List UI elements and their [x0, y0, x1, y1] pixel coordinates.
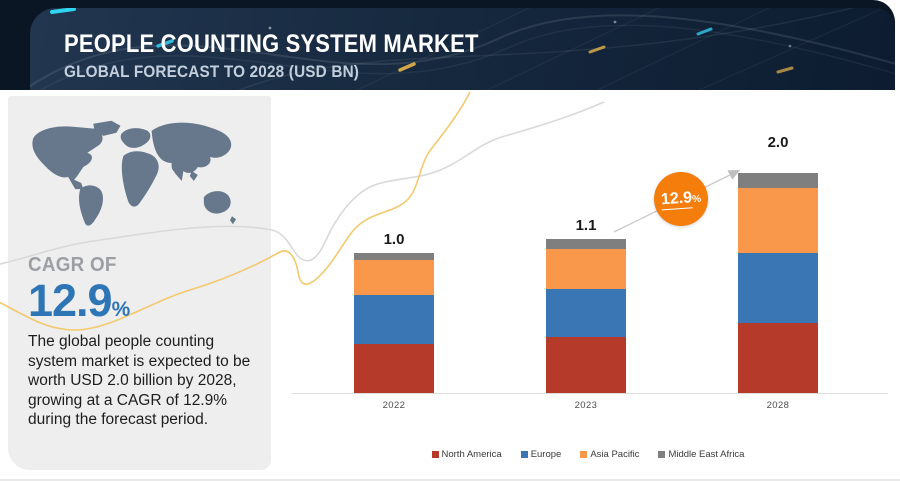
bar-segment — [354, 253, 434, 260]
legend-label: Middle East Africa — [668, 449, 745, 460]
bar-segment — [354, 295, 434, 344]
legend-label: North America — [441, 449, 502, 460]
bar-segment — [546, 289, 626, 337]
x-axis-label: 2023 — [574, 400, 598, 411]
market-summary-text: The global people counting system market… — [28, 333, 251, 428]
bar-total-label: 1.1 — [575, 217, 597, 234]
bar-segment — [354, 344, 434, 393]
legend-item: Asia Pacific — [580, 449, 639, 460]
legend-item: Europe — [520, 449, 562, 460]
chart-bar-2028 — [738, 173, 818, 393]
x-axis-label: 2028 — [766, 400, 790, 411]
legend-item: Middle East Africa — [658, 449, 744, 460]
bar-segment — [354, 260, 434, 295]
bar-total-label: 2.0 — [767, 134, 789, 151]
bar-segment — [738, 188, 818, 254]
chart-bar-2023 — [546, 239, 626, 393]
bar-total-label: 1.0 — [383, 231, 405, 248]
cagr-label: CAGR OF — [28, 254, 117, 276]
chart-bar-2022 — [354, 253, 434, 393]
page-title: PEOPLE COUNTING SYSTEM MARKET — [64, 30, 479, 58]
legend-swatch — [580, 451, 588, 458]
legend-swatch — [520, 451, 528, 458]
bar-segment — [546, 239, 626, 249]
cagr-unit: % — [111, 298, 131, 321]
legend-swatch — [431, 451, 439, 458]
page-subtitle: GLOBAL FORECAST TO 2028 (USD BN) — [64, 62, 360, 81]
bar-segment — [738, 173, 818, 189]
cagr-badge: 12.9% — [654, 172, 708, 226]
x-axis-label: 2022 — [382, 400, 406, 411]
cagr-badge-value: 12.9 — [660, 189, 693, 211]
legend-label: Asia Pacific — [590, 449, 640, 460]
bottom-divider — [0, 479, 900, 481]
network-lines-decoration — [30, 8, 895, 90]
chart-legend: North America Europe Asia Pacific Middle Ea… — [280, 449, 896, 460]
header-banner: PEOPLE COUNTING SYSTEM MARKET GLOBAL FOR… — [30, 8, 895, 90]
bar-segment — [738, 253, 818, 323]
x-axis-line — [292, 393, 888, 394]
legend-item: North America — [431, 449, 502, 460]
cagr-badge-unit: % — [691, 193, 702, 206]
legend-label: Europe — [530, 449, 562, 460]
bar-segment — [546, 337, 626, 393]
cagr-value: 12.9 — [28, 275, 113, 326]
bar-segment — [738, 322, 818, 393]
bar-segment — [546, 248, 626, 290]
legend-swatch — [658, 451, 666, 458]
